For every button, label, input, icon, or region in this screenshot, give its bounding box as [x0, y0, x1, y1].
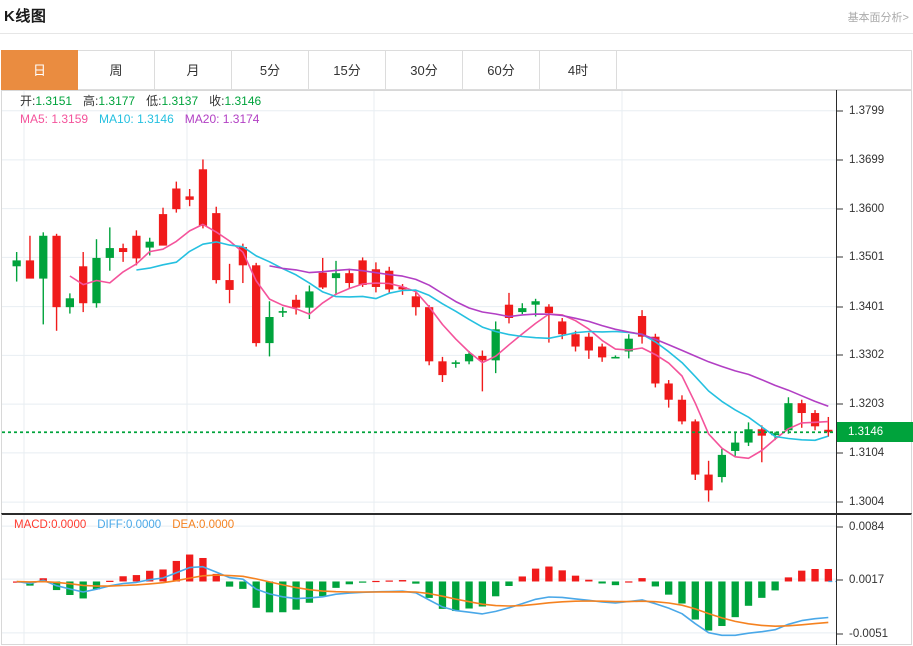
current-price-tag: 1.3146 [837, 422, 913, 443]
period-tab-5分[interactable]: 5分 [232, 50, 309, 90]
macd-value: 0.0000 [51, 519, 87, 531]
dea-label: DEA: [172, 519, 200, 531]
macd-axis-tick-label: 0.0017 [849, 574, 885, 587]
diff-value: 0.0000 [126, 519, 162, 531]
period-tabbar: 日周月 5分 15分 30分 60分 4时 [0, 50, 913, 90]
open-value: 1.3151 [35, 94, 73, 108]
period-tab-日[interactable]: 日 [1, 50, 78, 90]
low-value: 1.3137 [161, 94, 199, 108]
macd-axis-tick-label: -0.0051 [849, 627, 889, 640]
price-tick-mark [837, 256, 843, 258]
macd-tick-mark [837, 579, 843, 581]
ma20-label: MA20: [184, 112, 223, 126]
macd-svg [2, 515, 837, 644]
low-label: 低: [146, 94, 162, 108]
price-axis-divider [836, 90, 837, 513]
price-chart-panel[interactable] [1, 90, 912, 513]
period-tab-月[interactable]: 月 [155, 50, 232, 90]
ma10-label: MA10: [99, 112, 138, 126]
price-axis-tick-label: 1.3203 [849, 398, 885, 411]
price-tick-mark [837, 159, 843, 161]
page-title: K线图 [4, 8, 47, 25]
price-tick-mark [837, 110, 843, 112]
close-label: 收: [209, 94, 225, 108]
period-tab-60分[interactable]: 60分 [463, 50, 540, 90]
price-axis-tick-label: 1.3401 [849, 300, 885, 313]
dea-value: 0.0000 [199, 519, 235, 531]
ohlc-legend: 开:1.3151 高:1.3177 低:1.3137 收:1.3146 [20, 93, 261, 110]
price-axis-tick-label: 1.3699 [849, 153, 885, 166]
ma10-value: 1.3146 [137, 112, 174, 126]
period-tab-30分[interactable]: 30分 [386, 50, 463, 90]
macd-label: MACD: [14, 519, 52, 531]
ma-legend: MA5: 1.3159 MA10: 1.3146 MA20: 1.3174 [20, 111, 259, 128]
high-label: 高: [83, 94, 99, 108]
diff-label: DIFF: [97, 519, 126, 531]
price-tick-mark [837, 403, 843, 405]
price-axis-tick-label: 1.3104 [849, 446, 885, 459]
ma5-label: MA5: [20, 112, 52, 126]
fundamental-analysis-link[interactable]: 基本面分析> [847, 12, 909, 24]
period-tab-15分[interactable]: 15分 [309, 50, 386, 90]
price-tick-mark [837, 452, 843, 454]
candlestick-svg [2, 91, 837, 512]
page-header: K线图 基本面分析> [0, 0, 913, 34]
macd-tick-mark [837, 633, 843, 635]
price-axis-tick-label: 1.3302 [849, 349, 885, 362]
price-tick-mark [837, 208, 843, 210]
macd-legend: MACD:0.0000 DIFF:0.0000 DEA:0.0000 [14, 519, 234, 531]
price-axis-tick-label: 1.3501 [849, 251, 885, 264]
macd-chart-panel[interactable] [1, 513, 912, 645]
price-axis-tick-label: 1.3004 [849, 496, 885, 509]
macd-axis-divider [836, 515, 837, 645]
macd-tick-mark [837, 526, 843, 528]
period-tab-4时[interactable]: 4时 [540, 50, 617, 90]
high-value: 1.3177 [98, 94, 136, 108]
price-axis-tick-label: 1.3799 [849, 104, 885, 117]
close-value: 1.3146 [224, 94, 262, 108]
macd-axis-tick-label: 0.0084 [849, 521, 885, 534]
ma5-value: 1.3159 [51, 112, 89, 126]
price-axis-tick-label: 1.3600 [849, 202, 885, 215]
ma20-value: 1.3174 [222, 112, 260, 126]
price-tick-mark [837, 501, 843, 503]
period-tabs: 日周月 5分 15分 30分 60分 4时 [1, 50, 617, 90]
period-tab-周[interactable]: 周 [78, 50, 155, 90]
tabbar-filler [617, 50, 912, 90]
price-tick-mark [837, 354, 843, 356]
open-label: 开: [20, 94, 36, 108]
price-tick-mark [837, 306, 843, 308]
